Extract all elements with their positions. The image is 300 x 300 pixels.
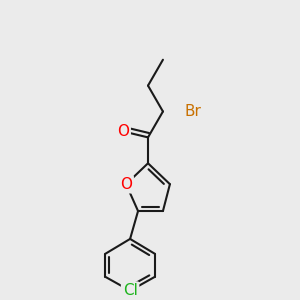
Text: Cl: Cl [123, 283, 137, 298]
Text: Br: Br [184, 104, 201, 119]
Text: O: O [120, 177, 132, 192]
Text: O: O [117, 124, 129, 139]
